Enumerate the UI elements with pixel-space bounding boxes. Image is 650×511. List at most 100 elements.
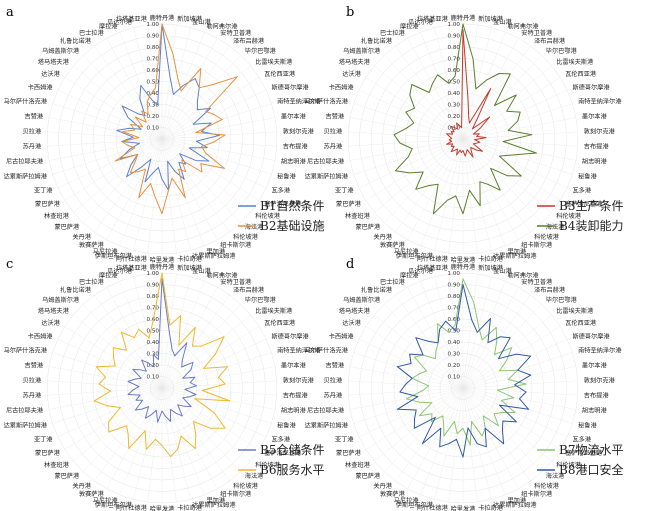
axis-spoke [348, 138, 464, 147]
category-label: 巴士拉港 [79, 278, 105, 286]
axis-spoke [161, 138, 218, 240]
category-label: 毕尔巴鄂港 [245, 47, 277, 55]
category-label: 摩拉港 [400, 23, 419, 31]
axis-spoke [462, 89, 568, 140]
category-label: 吉布提港 [283, 392, 309, 400]
category-label: 林查班港 [44, 212, 70, 220]
category-label: 胡志明港 [582, 407, 608, 415]
category-label: 达累斯萨拉姆港 [305, 421, 349, 429]
axis-spoke [462, 138, 542, 223]
axis-spoke [462, 387, 578, 396]
category-label: 拉塔基亚港 [417, 15, 449, 23]
category-label: 纽卡斯尔港 [220, 241, 252, 249]
tick-label: 0.20 [448, 363, 461, 369]
category-label: 瓦多港 [573, 436, 592, 444]
category-label: 尼古拉耶夫港 [6, 158, 44, 166]
category-label: 阿什杜德港 [417, 255, 449, 263]
axis-spoke [462, 138, 478, 254]
tick-label: 0.70 [448, 57, 461, 63]
category-label: 科伦坡港 [233, 482, 259, 490]
axis-spoke [462, 304, 542, 389]
tick-label: 0.60 [448, 317, 461, 323]
category-label: 斯德哥尔摩港 [272, 84, 310, 92]
category-label: 科伦坡港 [534, 233, 560, 241]
category-label: 吉赞港 [25, 361, 44, 369]
axis-spoke [57, 338, 163, 389]
category-label: 塔马塔夫港 [339, 58, 371, 66]
category-label: 瓦多港 [573, 187, 592, 195]
category-label: 达累斯萨拉姆港 [493, 501, 537, 509]
axis-spoke [349, 138, 464, 161]
tick-label: 0.40 [147, 340, 160, 346]
axis-spoke [161, 387, 218, 489]
axis-spoke [161, 138, 177, 254]
axis-spoke [462, 387, 561, 450]
axis-spoke [47, 138, 163, 147]
category-label: 伊斯坦布尔港 [396, 501, 434, 509]
axis-spoke [161, 45, 230, 140]
category-label: 墨尔本港 [281, 112, 307, 120]
axis-spoke [52, 352, 163, 389]
axis-spoke [161, 387, 260, 450]
tick-label: 0.80 [448, 294, 461, 300]
category-label: 塞萨洛尼基港 [264, 449, 302, 457]
tick-label: 0.70 [147, 57, 160, 63]
category-label: 纽卡斯尔港 [521, 241, 553, 249]
axis-spoke [147, 387, 163, 503]
category-label: 斯德哥尔摩港 [573, 84, 611, 92]
tick-label: 0.50 [448, 329, 461, 335]
category-label: 安特卫普港 [220, 29, 252, 37]
category-label: 泽布吕赫港 [233, 286, 265, 294]
axis-spoke [462, 387, 506, 495]
category-label: 秘鲁港 [277, 421, 296, 429]
category-label: 卡西姆港 [28, 333, 54, 341]
category-label: 秘鲁港 [578, 421, 597, 429]
category-label: 敦赛萨港 [79, 241, 105, 249]
axis-spoke [161, 387, 205, 495]
category-label: 敦赛萨港 [79, 490, 105, 498]
axis-spoke [161, 138, 277, 147]
category-label: 摩拉港 [400, 272, 419, 280]
category-label: 毕尔巴鄂港 [546, 296, 578, 304]
category-label: 秘鲁港 [277, 172, 296, 180]
category-label: 拉塔基亚港 [116, 264, 148, 272]
category-label: 卡拉奇港 [478, 255, 504, 263]
axis-spoke [119, 387, 163, 495]
panel-label: c [6, 257, 13, 272]
axis-spoke [106, 138, 163, 240]
axis-spoke [462, 117, 577, 140]
category-label: 贝拉港 [324, 127, 343, 135]
category-label: 南特圣纳泽尔港 [578, 347, 622, 355]
tick-label: 1.00 [147, 271, 160, 277]
category-label: 达累斯萨拉姆港 [4, 421, 48, 429]
axis-spoke [462, 314, 552, 389]
category-label: 鹿特丹港 [451, 14, 477, 22]
axis-spoke [73, 314, 163, 389]
axis-spoke [57, 89, 163, 140]
category-label: 塞萨洛尼基港 [565, 200, 603, 208]
category-label: 胡志明港 [281, 407, 307, 415]
category-label: 扎鲁比诺港 [361, 286, 393, 294]
category-label: 科伦坡港 [556, 212, 582, 220]
axis-spoke [94, 294, 163, 389]
axis-spoke [462, 287, 519, 389]
tick-label: 0.50 [147, 329, 160, 335]
axis-spoke [73, 65, 163, 140]
axis-spoke [358, 138, 464, 189]
axis-spoke [119, 281, 163, 389]
axis-spoke [133, 276, 163, 389]
axis-spoke [348, 131, 464, 140]
axis-spoke [462, 326, 561, 389]
axis-spoke [434, 138, 464, 251]
axis-spoke [133, 27, 163, 140]
series-line [396, 284, 532, 458]
category-label: 南特圣纳泽尔港 [277, 98, 321, 106]
axis-spoke [358, 89, 464, 140]
category-label: 墨尔本港 [582, 361, 608, 369]
category-label: 林查班港 [44, 461, 70, 469]
tick-label: 0.10 [147, 375, 160, 381]
axis-spoke [161, 387, 277, 396]
category-label: 新加坡港 [478, 264, 504, 272]
tick-label: 0.80 [147, 45, 160, 51]
category-label: 林查班港 [345, 212, 371, 220]
